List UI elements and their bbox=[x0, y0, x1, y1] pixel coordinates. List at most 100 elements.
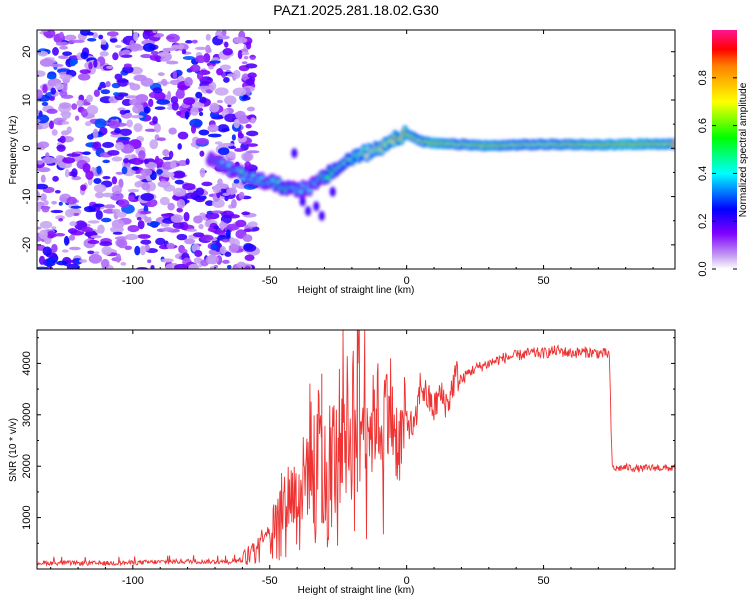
noise-blob bbox=[162, 156, 172, 161]
noise-blob bbox=[101, 217, 112, 223]
noise-blob bbox=[80, 108, 89, 118]
noise-blob bbox=[106, 31, 119, 37]
noise-blob bbox=[143, 158, 150, 165]
noise-blob bbox=[174, 263, 189, 269]
noise-blob bbox=[112, 231, 123, 235]
noise-blob bbox=[155, 237, 166, 246]
noise-blob bbox=[177, 160, 188, 167]
noise-blob bbox=[172, 171, 185, 177]
noise-blob bbox=[228, 145, 237, 150]
noise-blob bbox=[66, 263, 80, 269]
noise-blob bbox=[58, 218, 64, 222]
noise-blob bbox=[59, 45, 68, 50]
noise-blob bbox=[244, 161, 252, 168]
noise-blob bbox=[241, 211, 251, 216]
noise-blob bbox=[208, 65, 214, 70]
noise-blob bbox=[55, 215, 65, 220]
noise-blob bbox=[136, 216, 142, 221]
noise-blob bbox=[64, 169, 70, 178]
noise-blob bbox=[212, 185, 221, 194]
noise-blob bbox=[93, 59, 98, 68]
noise-blob bbox=[46, 74, 57, 80]
noise-blob bbox=[247, 72, 257, 79]
noise-blob bbox=[237, 49, 243, 60]
noise-blob bbox=[154, 155, 160, 165]
noise-blob bbox=[245, 63, 258, 69]
noise-blob bbox=[250, 117, 256, 124]
noise-blob bbox=[111, 176, 118, 185]
noise-blob bbox=[221, 238, 230, 243]
noise-blob bbox=[87, 239, 100, 245]
noise-blob bbox=[94, 191, 105, 199]
noise-blob bbox=[195, 187, 205, 196]
noise-blob bbox=[59, 31, 64, 39]
noise-blob bbox=[152, 30, 158, 34]
noise-blob bbox=[224, 95, 237, 106]
noise-blob bbox=[140, 168, 153, 177]
noise-blob bbox=[85, 170, 94, 180]
noise-blob bbox=[241, 51, 250, 56]
noise-blob bbox=[141, 182, 151, 191]
snr-ytick-label: 3000 bbox=[21, 403, 33, 427]
noise-blob bbox=[147, 259, 152, 264]
noise-blob bbox=[241, 61, 248, 65]
noise-blob bbox=[93, 89, 100, 97]
noise-blob bbox=[144, 128, 158, 132]
colorbar-tick-label: 0.2 bbox=[697, 214, 709, 229]
noise-blob bbox=[161, 171, 175, 178]
noise-blob bbox=[41, 101, 49, 107]
noise-blob bbox=[92, 128, 99, 139]
spectrogram-ylabel: Frequency (Hz) bbox=[8, 116, 19, 185]
noise-blob bbox=[96, 165, 102, 175]
noise-blob bbox=[184, 238, 196, 245]
noise-blob bbox=[109, 225, 124, 234]
noise-blob bbox=[165, 36, 175, 40]
snr-xtick-label: -50 bbox=[262, 575, 278, 587]
noise-blob bbox=[54, 233, 66, 237]
noise-blob bbox=[100, 89, 111, 95]
ridge-side-blob bbox=[305, 206, 312, 217]
noise-blob bbox=[233, 69, 241, 79]
noise-blob bbox=[86, 105, 99, 115]
noise-blob bbox=[246, 130, 259, 137]
noise-blob bbox=[194, 249, 203, 258]
noise-blob bbox=[176, 199, 186, 209]
noise-blob bbox=[46, 257, 54, 267]
noise-blob bbox=[93, 177, 102, 184]
noise-blob bbox=[111, 185, 123, 195]
noise-blob bbox=[209, 266, 216, 269]
noise-blob bbox=[88, 61, 93, 70]
noise-blob bbox=[115, 211, 127, 218]
noise-blob bbox=[124, 245, 133, 251]
noise-blob bbox=[195, 91, 203, 99]
noise-blob bbox=[126, 119, 133, 128]
noise-blob bbox=[235, 110, 246, 120]
noise-blob bbox=[87, 220, 100, 224]
noise-blob bbox=[115, 253, 122, 263]
noise-blob bbox=[150, 50, 159, 56]
noise-blob bbox=[183, 211, 190, 222]
noise-blob bbox=[37, 141, 50, 149]
noise-blob bbox=[224, 41, 229, 48]
ridge-side-blob bbox=[299, 196, 306, 207]
noise-blob bbox=[134, 245, 141, 256]
noise-blob bbox=[185, 192, 197, 199]
noise-blob bbox=[61, 121, 70, 125]
noise-blob bbox=[120, 261, 127, 266]
noise-blob bbox=[216, 68, 224, 76]
noise-blob bbox=[37, 266, 49, 269]
noise-blob bbox=[87, 250, 95, 255]
noise-blob bbox=[172, 70, 178, 80]
noise-blob bbox=[167, 202, 175, 211]
noise-blob bbox=[52, 47, 59, 56]
noise-blob bbox=[205, 212, 220, 220]
noise-blob bbox=[76, 99, 84, 107]
noise-blob bbox=[108, 120, 120, 129]
ridge-core bbox=[325, 175, 331, 180]
noise-blob bbox=[218, 143, 230, 148]
noise-blob bbox=[130, 43, 142, 49]
snr-ticks: -100 -50 0 50 1000 2000 3000 4000 bbox=[21, 330, 675, 587]
noise-blob bbox=[37, 191, 41, 201]
noise-blob bbox=[54, 83, 64, 91]
noise-blob bbox=[241, 151, 254, 162]
